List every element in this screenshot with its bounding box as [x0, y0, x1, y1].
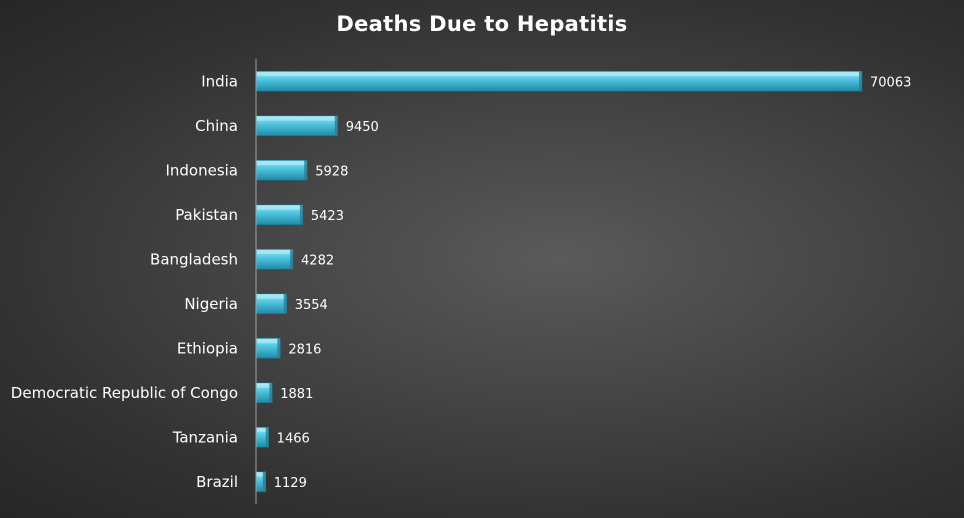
data-label: 70063 [870, 75, 911, 90]
data-label: 1881 [280, 387, 313, 402]
bar-end-cap [283, 293, 287, 314]
category-label: Brazil [196, 473, 238, 491]
bar-highlight [257, 339, 280, 344]
chart-title: Deaths Due to Hepatitis [336, 12, 628, 36]
bar-highlight [257, 205, 302, 210]
bar-group [255, 248, 294, 270]
category-label: India [201, 72, 238, 90]
bar-end-cap [290, 249, 294, 270]
bar-group [255, 115, 339, 137]
data-label: 9450 [346, 120, 379, 135]
category-label: Bangladesh [150, 250, 238, 268]
bar-highlight [257, 428, 268, 433]
category-label: China [195, 117, 238, 135]
bar-group [255, 337, 281, 359]
data-label: 1129 [274, 476, 307, 491]
bar-end-cap [859, 71, 862, 92]
bar-end-cap [262, 471, 266, 492]
bar-group [255, 70, 863, 92]
data-label: 3554 [295, 298, 328, 313]
bar-group [255, 293, 288, 315]
data-label: 1466 [277, 431, 310, 446]
bar-highlight [257, 383, 272, 388]
bar-end-cap [265, 427, 269, 448]
bar-group [255, 471, 267, 493]
bar-end-cap [299, 204, 303, 225]
bar-group [255, 382, 273, 404]
bar-highlight [257, 250, 293, 255]
data-label: 5423 [311, 209, 344, 224]
data-label: 4282 [301, 253, 334, 268]
bar-group [255, 159, 308, 181]
category-label: Tanzania [172, 428, 238, 446]
category-label: Nigeria [184, 295, 238, 313]
category-label: Indonesia [165, 161, 238, 179]
bar-highlight [257, 161, 307, 166]
data-label: 5928 [315, 164, 348, 179]
bar-end-cap [304, 160, 308, 181]
category-label: Pakistan [175, 206, 238, 224]
bar-group [255, 426, 269, 448]
bar-end-cap [277, 338, 281, 359]
bar-end-cap [269, 382, 273, 403]
category-label: Ethiopia [177, 339, 238, 357]
bar-highlight [257, 294, 286, 299]
bar-group [255, 204, 304, 226]
bar-highlight [257, 116, 337, 121]
bar-end-cap [334, 115, 338, 136]
bar-highlight [257, 72, 861, 77]
bar-highlight [257, 472, 265, 477]
category-label: Democratic Republic of Congo [11, 384, 238, 402]
data-label: 2816 [288, 342, 321, 357]
